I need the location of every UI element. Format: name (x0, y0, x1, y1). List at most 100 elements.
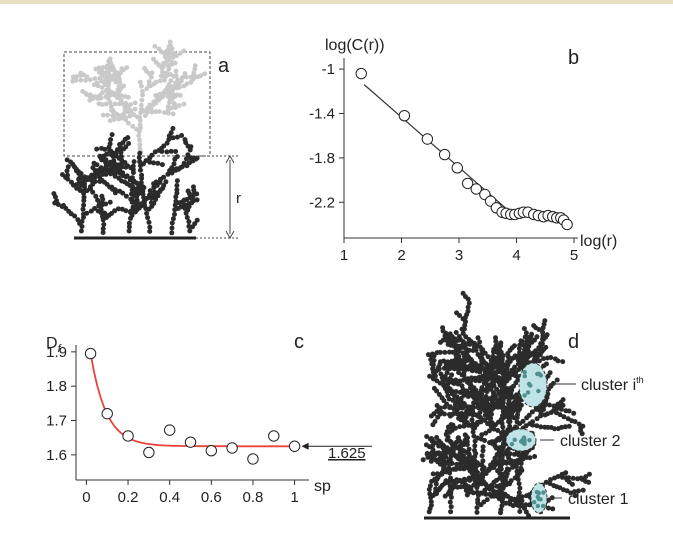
dendrite-particle (80, 206, 86, 212)
dendrite-particle (445, 393, 451, 399)
ghost-particle (137, 122, 143, 128)
dendrite-particle (155, 160, 161, 166)
dendrite-particle (153, 179, 159, 185)
chart-c-x-tick-label: 0.8 (243, 489, 264, 506)
dendrite-particle (483, 394, 489, 399)
dendrite-particle (171, 161, 177, 167)
ghost-particle (91, 82, 97, 88)
dendrite-particle (139, 172, 145, 178)
ghost-particle (137, 79, 143, 85)
ghost-particle (167, 100, 172, 105)
dendrite-particle (186, 223, 192, 229)
dendrite-particle (462, 419, 467, 425)
dendrite-particle (60, 172, 65, 178)
dendrite-particle (461, 466, 467, 472)
dendrite-particle (516, 374, 521, 380)
dendrite-particle (459, 383, 465, 389)
chart-c-y-tick-label: 1.6 (46, 447, 67, 464)
dendrite-particle (494, 360, 500, 365)
dendrite-particle (430, 471, 436, 477)
dendrite-particle (78, 228, 84, 234)
dendrite-particle (427, 373, 433, 379)
dendrite-particle (510, 403, 516, 409)
dendrite-particle (583, 474, 589, 480)
dendrite-particle (77, 186, 82, 192)
dendrite-particle (453, 338, 459, 344)
dendrite-particle (481, 398, 487, 404)
upper-box (63, 51, 211, 157)
dendrite-particle (538, 341, 544, 347)
dendrite-particle (510, 394, 516, 400)
dendrite-particle (516, 367, 522, 372)
dendrite-particle (566, 423, 572, 429)
dendrite-particle (99, 145, 104, 151)
ghost-particle (87, 97, 93, 103)
ghost-particle (170, 111, 176, 117)
dendrite-particle (447, 467, 453, 473)
dendrite-particle (84, 188, 90, 194)
dendrite-particle (470, 348, 476, 353)
dendrite-particle (479, 432, 485, 438)
dendrite-particle (571, 410, 577, 416)
dendrite-particle (507, 419, 513, 425)
cluster-particle (536, 371, 542, 376)
dendrite-particle (147, 159, 153, 165)
ghost-particle (107, 100, 113, 106)
ghost-particle (117, 101, 122, 107)
dendrite-particle (572, 489, 577, 495)
dendrite-particle (446, 489, 452, 495)
cluster-highlights (505, 362, 548, 514)
dendrite-particle (498, 340, 504, 346)
dendrite-particle (444, 437, 450, 443)
dendrite-particle (186, 219, 192, 225)
ghost-particle (167, 96, 173, 102)
dendrite-particle (500, 390, 506, 396)
dendrite-particle (496, 445, 502, 451)
dendrite-particle (496, 363, 502, 369)
dendrite-particle (109, 132, 115, 138)
dendrite-particle (559, 424, 565, 430)
dendrite-particle (476, 374, 482, 380)
chart-c-data-point (143, 446, 155, 459)
dendrite-particle (126, 224, 132, 230)
dendrite-particle (446, 461, 452, 467)
ghost-particle (191, 70, 197, 76)
ghost-particle (181, 101, 187, 107)
ghost-particle (100, 65, 106, 70)
dendrite-particle (192, 221, 198, 227)
dendrite-particle (498, 466, 504, 472)
dendrite-particle (454, 310, 460, 316)
ghost-particle (140, 88, 145, 94)
dendrite-particle (454, 445, 460, 451)
dendrite-particle (513, 424, 518, 430)
dendrite-particle (484, 497, 490, 503)
dendrite-particle (438, 359, 443, 365)
ghost-particle (145, 109, 150, 115)
dendrite-particle (495, 428, 501, 433)
dendrite-particle (504, 471, 510, 477)
dendrite-particle (469, 417, 475, 423)
dendrite-particle (449, 486, 455, 491)
dendrite-particle (186, 204, 192, 210)
dendrite-particle (572, 493, 578, 499)
dendrite-particle (425, 454, 431, 460)
chart-c-x-tick-label: 0.2 (118, 489, 139, 506)
dendrite-particle (147, 192, 153, 198)
dendrite-particle (523, 330, 529, 336)
ghost-particle (92, 76, 98, 81)
dendrite-particle (506, 391, 512, 397)
dendrite-particle (151, 160, 157, 166)
dendrite-particle (464, 492, 470, 498)
dendrite-particle (187, 228, 193, 234)
cluster-particle (525, 390, 531, 395)
dendrite-particle (189, 200, 195, 206)
ghost-particle (139, 106, 144, 112)
dendrite-particle (490, 353, 496, 359)
dendrite-particle (76, 176, 82, 182)
chart-c-data-point (122, 430, 134, 442)
dendrite-particle (116, 175, 122, 181)
dendrite-particle (126, 141, 132, 146)
dendrite-particle (548, 355, 554, 360)
dendrite-particle (517, 342, 523, 348)
dendrite-particle (84, 210, 90, 216)
